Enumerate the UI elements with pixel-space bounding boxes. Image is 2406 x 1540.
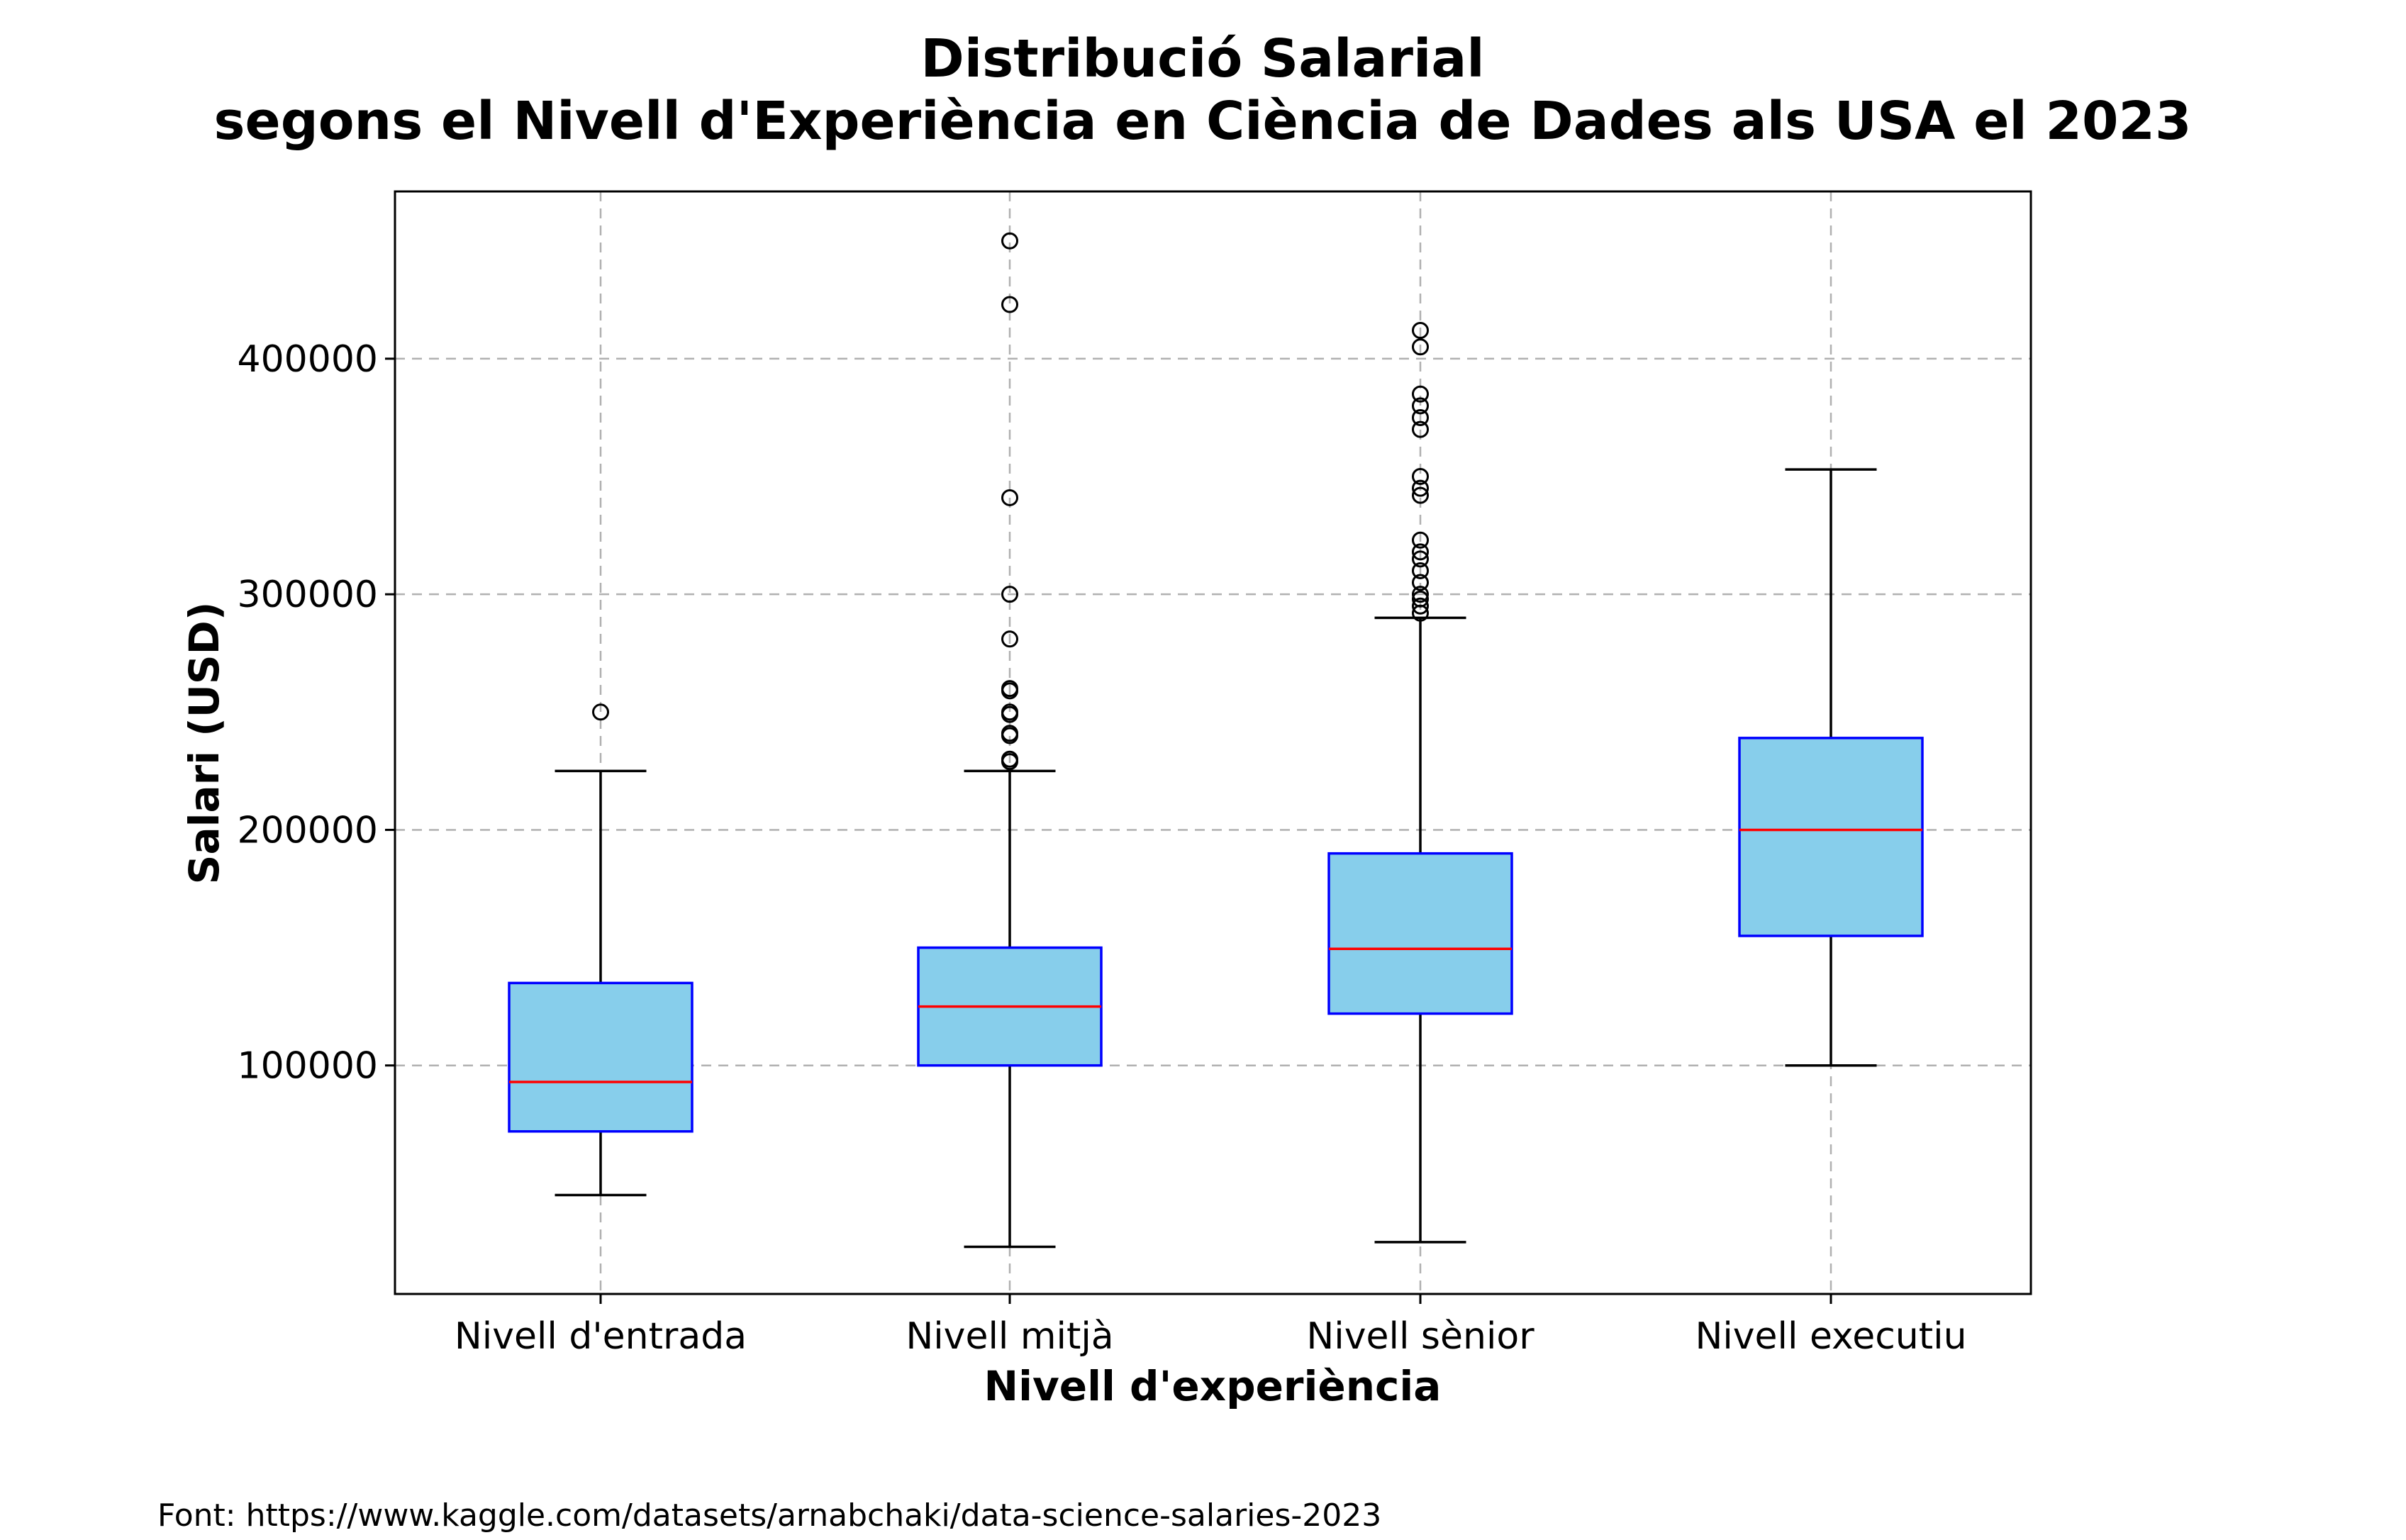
- box-group: [508, 703, 694, 1197]
- plot-frame: [394, 190, 2032, 1295]
- box-group: [1738, 468, 1924, 1067]
- outlier-point: [1001, 586, 1018, 603]
- outlier-point: [1412, 543, 1429, 561]
- iqr-box: [508, 981, 694, 1133]
- outlier-point: [1412, 322, 1429, 340]
- boxes: [508, 232, 1924, 1249]
- outlier-point: [1412, 420, 1429, 438]
- x-tick-label: Nivell executiu: [1695, 1315, 1966, 1358]
- chart-title-line-2: segons el Nivell d'Experiència en Ciènci…: [214, 91, 2192, 152]
- outlier-point: [1001, 630, 1018, 648]
- outlier-point: [1412, 408, 1429, 426]
- outlier-point: [1001, 489, 1018, 506]
- outlier-point: [1001, 680, 1018, 698]
- outlier-point: [1412, 550, 1429, 568]
- iqr-box: [1738, 737, 1924, 937]
- x-tick-label: Nivell d'entrada: [455, 1315, 747, 1358]
- outlier-point: [1412, 479, 1429, 497]
- outlier-point: [1412, 562, 1429, 579]
- outlier-point: [1412, 586, 1429, 603]
- outlier-point: [1412, 531, 1429, 549]
- y-tick-label: 100000: [237, 1045, 378, 1088]
- y-axis-label: Salari (USD): [180, 602, 228, 885]
- x-tick-label: Nivell sènior: [1306, 1315, 1535, 1358]
- outlier-point: [1412, 385, 1429, 403]
- outlier-point: [1412, 574, 1429, 591]
- y-tick-label: 300000: [237, 574, 378, 616]
- outlier-point: [1001, 296, 1018, 313]
- outlier-point: [1001, 703, 1018, 721]
- axis-ticks: 100000 200000 300000 400000 Nivell d'entrada…: [237, 338, 1966, 1358]
- outlier-point: [592, 703, 609, 721]
- outlier-point: [1412, 468, 1429, 486]
- outlier-point: [1412, 590, 1429, 608]
- chart-title-line-1: Distribució Salarial: [920, 28, 1484, 89]
- outlier-point: [1001, 232, 1018, 250]
- x-axis-label: Nivell d'experiència: [984, 1362, 1442, 1410]
- box-group: [1327, 322, 1513, 1244]
- outlier-point: [1412, 397, 1429, 415]
- source-note: Font: https://www.kaggle.com/datasets/ar…: [157, 1497, 1381, 1534]
- y-tick-label: 400000: [237, 338, 378, 381]
- outlier-point: [1001, 725, 1018, 742]
- x-tick-label: Nivell mitjà: [906, 1315, 1113, 1358]
- outlier-point: [1412, 597, 1429, 615]
- y-tick-label: 200000: [237, 809, 378, 852]
- outlier-point: [1001, 750, 1018, 768]
- box-group: [917, 232, 1103, 1249]
- outlier-point: [1412, 486, 1429, 504]
- outlier-point: [1412, 338, 1429, 356]
- iqr-box: [1327, 852, 1513, 1015]
